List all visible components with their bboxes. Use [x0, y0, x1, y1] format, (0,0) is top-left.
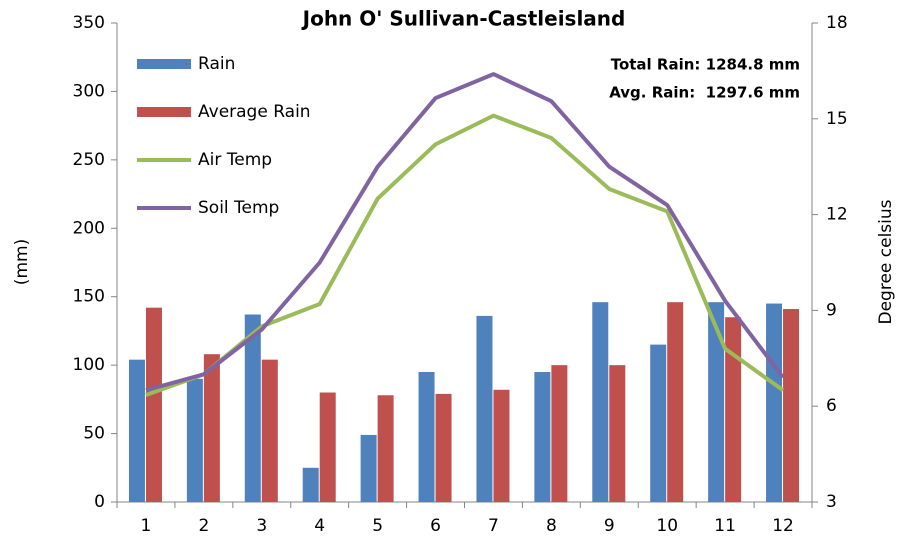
y-tick-label: 350 [73, 13, 105, 33]
legend-label: Soil Temp [198, 198, 279, 218]
x-tick-label: 12 [772, 516, 794, 536]
y2-tick-label: 3 [826, 492, 837, 512]
y-tick-label: 0 [94, 492, 105, 512]
bar [261, 359, 278, 502]
y-tick-label: 250 [73, 150, 105, 170]
bar [609, 365, 626, 502]
bar [319, 392, 336, 502]
bar [377, 395, 394, 502]
annotation: Avg. Rain: 1297.6 mm [609, 84, 800, 102]
y-axis-label: (mm) [12, 239, 32, 285]
chart-title: John O' Sullivan-Castleisland [301, 7, 626, 31]
y2-tick-label: 9 [826, 300, 837, 320]
x-tick-label: 7 [488, 516, 499, 536]
bar [667, 302, 684, 502]
x-tick-label: 4 [314, 516, 325, 536]
line-series [145, 72, 785, 393]
x-tick-label: 2 [198, 516, 209, 536]
bar [534, 371, 551, 502]
bar [551, 365, 568, 502]
y2-tick-label: 12 [826, 205, 848, 225]
legend-label: Rain [198, 54, 235, 74]
x-tick-label: 3 [256, 516, 267, 536]
bar [145, 307, 162, 502]
legend-label: Air Temp [198, 150, 272, 170]
bar [418, 371, 435, 502]
y-tick-label: 50 [83, 424, 105, 444]
bar [128, 359, 145, 502]
bar [244, 314, 261, 502]
bar [725, 317, 742, 502]
legend-swatch [137, 107, 191, 117]
x-tick-label: 9 [604, 516, 615, 536]
legend-swatch [137, 59, 191, 69]
bar [650, 344, 667, 502]
legend-label: Average Rain [198, 102, 311, 122]
bar [203, 354, 220, 502]
x-tick-label: 1 [141, 516, 152, 536]
bar [592, 302, 609, 502]
bar [493, 389, 510, 502]
y2-tick-label: 18 [826, 13, 848, 33]
y-tick-label: 150 [73, 287, 105, 307]
bar [766, 303, 783, 502]
bar [708, 302, 725, 502]
y-tick-label: 300 [73, 81, 105, 101]
bar [783, 309, 800, 502]
x-tick-label: 5 [372, 516, 383, 536]
y2-axis-label: Degree celsius [876, 199, 896, 324]
y2-tick-label: 15 [826, 109, 848, 129]
bar [186, 378, 203, 502]
bar [435, 393, 452, 502]
bar [360, 434, 377, 502]
x-tick-label: 10 [656, 516, 678, 536]
bar [302, 467, 319, 502]
y-tick-label: 200 [73, 218, 105, 238]
x-tick-label: 11 [714, 516, 736, 536]
y2-tick-label: 6 [826, 396, 837, 416]
x-tick-label: 6 [430, 516, 441, 536]
bar [476, 315, 493, 502]
x-tick-label: 8 [546, 516, 557, 536]
annotation: Total Rain: 1284.8 mm [611, 56, 800, 74]
line-series [145, 113, 785, 397]
y-tick-label: 100 [73, 355, 105, 375]
